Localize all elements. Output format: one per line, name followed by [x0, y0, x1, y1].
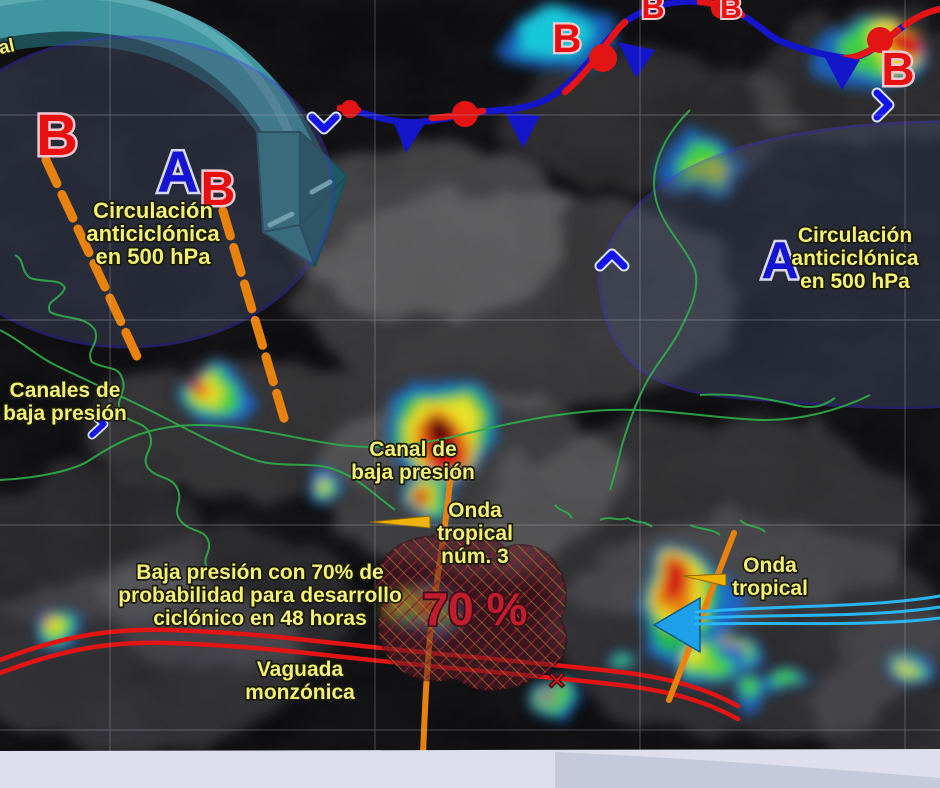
svg-text:B: B: [36, 103, 78, 168]
svg-text:B: B: [553, 17, 582, 61]
svg-text:Onda: Onda: [743, 554, 797, 577]
svg-text:70 %: 70 %: [423, 583, 528, 635]
svg-text:monzónica: monzónica: [245, 681, 355, 704]
svg-text:en 500 hPa: en 500 hPa: [96, 244, 212, 269]
svg-text:Vaguada: Vaguada: [257, 658, 344, 681]
svg-text:Circulación: Circulación: [798, 224, 912, 247]
svg-text:Canal de: Canal de: [369, 438, 457, 461]
svg-text:baja presión: baja presión: [3, 402, 127, 425]
svg-text:tropical: tropical: [437, 522, 513, 545]
svg-text:B: B: [720, 0, 742, 25]
svg-text:tropical: tropical: [732, 577, 808, 600]
svg-text:B: B: [641, 0, 664, 25]
svg-text:baja presión: baja presión: [351, 461, 475, 484]
svg-text:Baja presión con 70% de: Baja presión con 70% de: [136, 561, 383, 584]
svg-text:anticiclónica: anticiclónica: [86, 221, 220, 246]
svg-text:Circulación: Circulación: [93, 198, 213, 223]
svg-text:Onda: Onda: [448, 499, 502, 522]
svg-text:núm. 3: núm. 3: [441, 545, 509, 568]
svg-text:B: B: [881, 43, 914, 95]
svg-text:anticiclónica: anticiclónica: [791, 247, 919, 270]
svg-text:A: A: [157, 140, 199, 205]
svg-text:probabilidad para desarrollo: probabilidad para desarrollo: [118, 584, 402, 607]
svg-text:Canales de: Canales de: [10, 379, 121, 402]
svg-text:en 500 hPa: en 500 hPa: [800, 270, 910, 293]
svg-text:ciclónico en 48 horas: ciclónico en 48 horas: [153, 607, 367, 630]
